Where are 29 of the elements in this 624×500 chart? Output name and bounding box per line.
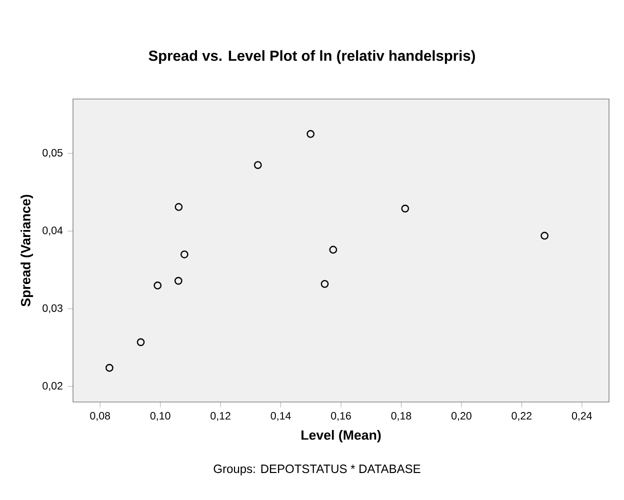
x-tick-label: 0,24 bbox=[572, 412, 592, 421]
y-tick-label: 0,04 bbox=[42, 226, 63, 236]
x-axis-title: Level (Mean) bbox=[302, 430, 381, 442]
x-tick-label: 0,08 bbox=[90, 412, 110, 421]
point bbox=[154, 282, 162, 290]
x-tick-label: 0,18 bbox=[391, 412, 412, 421]
point bbox=[320, 280, 329, 288]
point bbox=[540, 232, 548, 240]
point bbox=[306, 130, 315, 138]
x-tick-label: 0,20 bbox=[451, 412, 472, 421]
x-tick-label: 0,14 bbox=[270, 412, 291, 421]
point bbox=[174, 276, 182, 285]
point bbox=[254, 161, 262, 169]
y-tick-label: 0,05 bbox=[42, 148, 62, 158]
y-tick-label: 0,03 bbox=[42, 304, 62, 314]
point bbox=[136, 338, 145, 346]
x-tick-label: 0,10 bbox=[150, 412, 170, 421]
point bbox=[174, 203, 183, 211]
x-tick-label: 0,16 bbox=[331, 412, 351, 421]
x-tick-label: 0,22 bbox=[512, 412, 532, 421]
point bbox=[401, 204, 410, 212]
point bbox=[329, 246, 338, 254]
text: Groups: DEPOTSTATUS * DATABASE bbox=[214, 464, 420, 476]
y-axis-title: Spread (Variance) bbox=[20, 194, 34, 306]
chart-title: Spread vs. Level Plot of ln (relativ handelspris) bbox=[148, 50, 475, 64]
y-tick-label: 0,02 bbox=[42, 382, 62, 391]
point bbox=[180, 250, 188, 258]
x-tick-label: 0,12 bbox=[210, 412, 230, 421]
point bbox=[106, 364, 114, 372]
